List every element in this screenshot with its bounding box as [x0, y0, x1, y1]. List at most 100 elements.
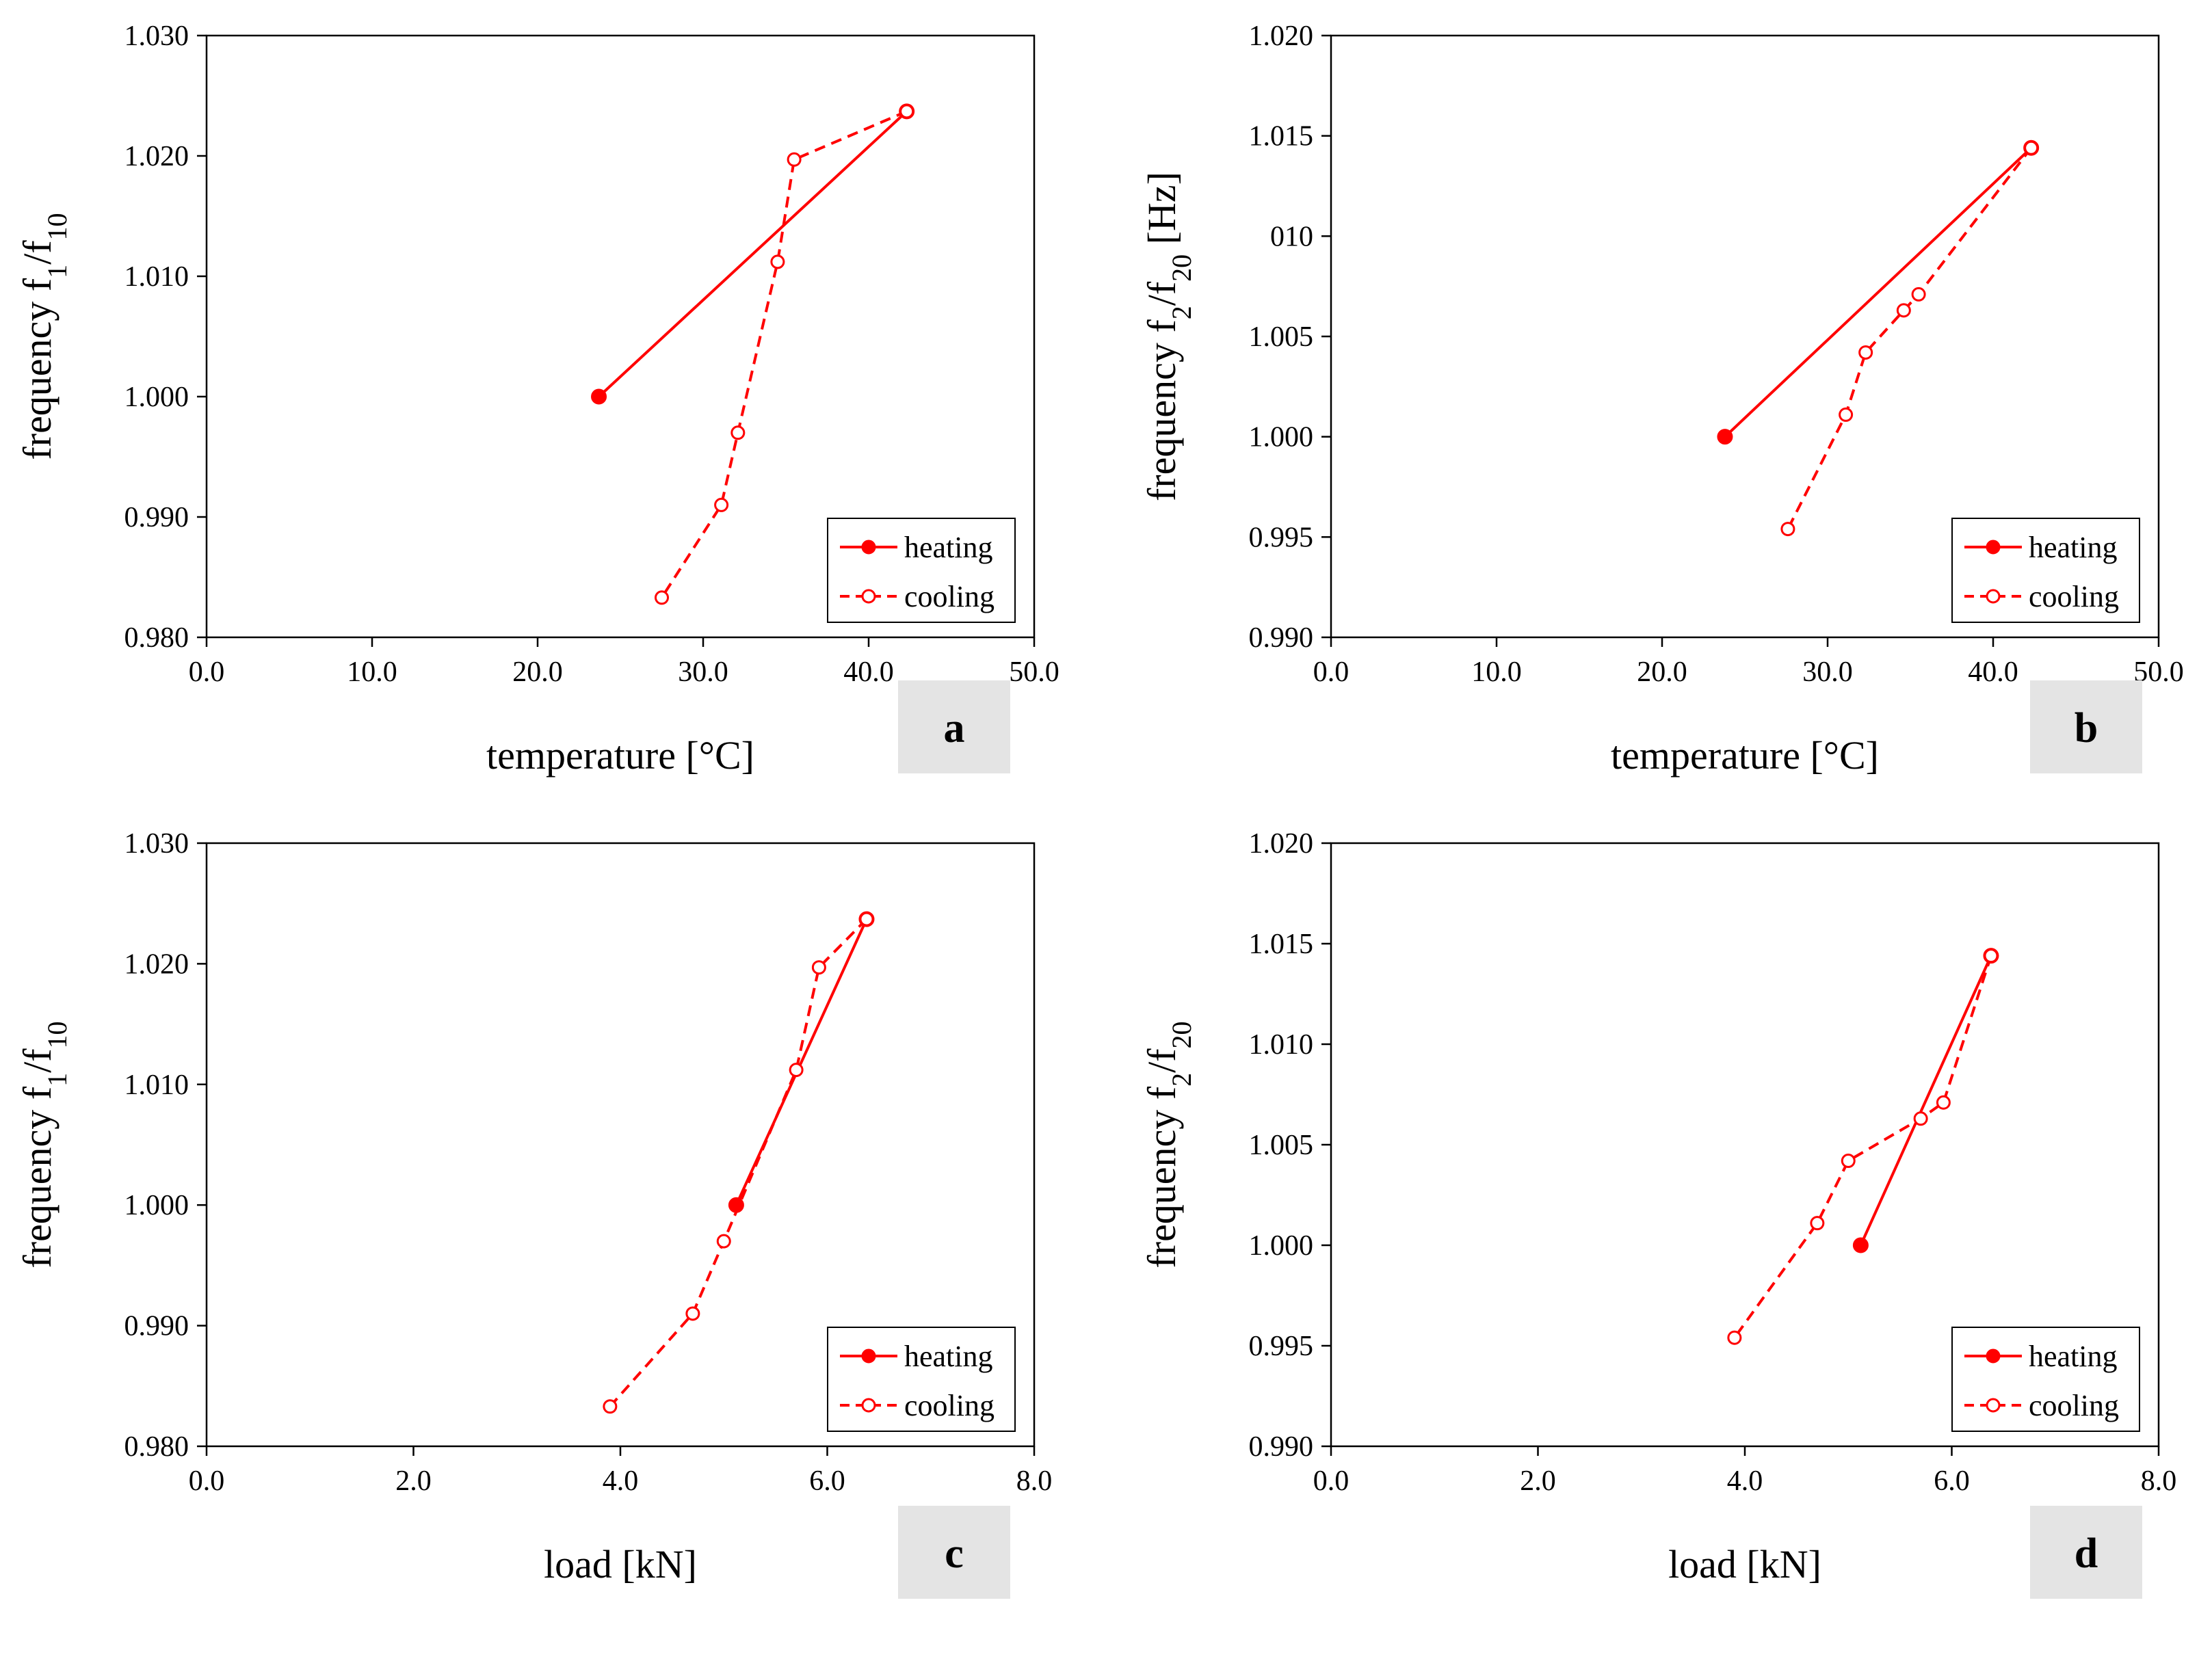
data-point-heating	[591, 388, 607, 405]
y-tick-label: 1.000	[1249, 422, 1314, 453]
legend: heating cooling	[827, 518, 1016, 623]
y-tick-label: 1.030	[124, 21, 189, 52]
data-point-cooling	[1936, 1095, 1951, 1110]
legend-box	[1951, 1327, 2140, 1432]
series-line-cooling	[609, 918, 868, 1408]
data-point-cooling	[655, 590, 669, 605]
y-axis-label: frequency f1/f10	[15, 1021, 73, 1268]
data-point-cooling	[730, 425, 746, 440]
data-point-cooling	[1727, 1330, 1742, 1345]
data-point-cooling	[1911, 287, 1926, 302]
x-tick-label: 8.0	[1016, 1465, 1053, 1497]
legend-marker-cooling	[1986, 589, 2001, 604]
panel-tag-box	[898, 1506, 1010, 1599]
x-tick-label: 2.0	[1520, 1465, 1556, 1497]
legend-marker-heating	[1986, 1348, 2001, 1364]
y-axis-label-subscript: 1	[42, 265, 73, 278]
y-axis-label-subscript: 20	[1166, 1021, 1197, 1048]
x-tick-label: 10.0	[1471, 656, 1522, 688]
data-point-cooling	[811, 960, 826, 975]
legend-marker-heating	[861, 1348, 876, 1364]
y-tick-label: 1.015	[1249, 929, 1314, 960]
y-axis-label-subscript: 1	[42, 1073, 73, 1087]
x-tick-label: 0.0	[189, 1465, 225, 1497]
legend: heating cooling	[1951, 1327, 2140, 1432]
x-axis-label: load [kN]	[544, 1542, 697, 1586]
legend-label-cooling: cooling	[2029, 1389, 2119, 1422]
x-tick-label: 30.0	[678, 656, 728, 688]
x-tick-label: 0.0	[1313, 1465, 1349, 1497]
x-tick-label: 0.0	[1313, 656, 1349, 688]
data-point-cooling	[716, 1234, 731, 1249]
legend-label-cooling: cooling	[2029, 580, 2119, 613]
data-point-cooling	[899, 104, 914, 119]
x-tick-label: 40.0	[1968, 656, 2018, 688]
y-axis-label-subscript: 20	[1166, 254, 1197, 282]
y-tick-label: 1.020	[124, 948, 189, 980]
legend-marker-cooling	[861, 589, 876, 604]
data-point-cooling	[770, 254, 785, 269]
x-tick-label: 2.0	[395, 1465, 432, 1497]
data-point-cooling	[1896, 303, 1911, 318]
chart-panel-d: 0.0 2.0 4.0 6.0 8.0 0.990 0.995 1.000 1.005 1.010…	[1140, 828, 2176, 1599]
x-tick-label: 4.0	[1727, 1465, 1763, 1497]
y-axis-label-part: frequency f	[15, 278, 60, 460]
y-axis-label-part: /f	[1140, 281, 1184, 306]
y-tick-label: 1.005	[1249, 1130, 1314, 1161]
data-point-cooling	[789, 1063, 804, 1078]
chart-panel-c: 0.0 2.0 4.0 6.0 8.0 0.980 0.990 1.000 1.010 1.020…	[15, 828, 1052, 1599]
y-axis-label-part: frequency f	[1140, 1086, 1184, 1268]
x-tick-label: 4.0	[603, 1465, 639, 1497]
data-point-cooling	[1810, 1216, 1825, 1231]
y-tick-label: 1.015	[1249, 121, 1314, 152]
legend: heating cooling	[827, 1327, 1016, 1432]
legend-label-cooling: cooling	[904, 1389, 995, 1422]
data-point-cooling	[787, 152, 802, 167]
x-axis-label: temperature [°C]	[1611, 733, 1879, 778]
y-axis-label-part: /f	[15, 240, 60, 265]
data-point-heating	[1852, 1237, 1869, 1253]
data-point-cooling	[1913, 1111, 1928, 1126]
y-axis-label-subscript: 2	[1166, 306, 1197, 319]
legend-marker-heating	[861, 540, 876, 555]
y-tick-label: 1.010	[124, 1069, 189, 1101]
legend-box	[827, 518, 1016, 623]
y-axis-label-subscript: 10	[42, 1021, 73, 1048]
data-point-heating	[1717, 429, 1733, 445]
y-tick-label: 1.020	[1249, 21, 1314, 52]
series-line-heating	[1724, 146, 2033, 438]
y-tick-label: 010	[1270, 221, 1313, 252]
y-axis-label-part: frequency f	[1140, 319, 1184, 501]
y-tick-label: 0.990	[1249, 622, 1314, 654]
panel-tag-box	[2030, 1506, 2142, 1599]
data-point-cooling	[1841, 1154, 1856, 1169]
x-axis-label: temperature [°C]	[486, 733, 754, 778]
panel-tag-label: b	[2075, 705, 2098, 752]
x-tick-label: 50.0	[1009, 656, 1059, 688]
y-axis-label: frequency f2/f20	[1140, 1021, 1197, 1268]
y-axis-label: frequency f2/f20 [Hz]	[1140, 172, 1197, 501]
legend-label-heating: heating	[904, 531, 993, 564]
legend-box	[1951, 518, 2140, 623]
legend: heating cooling	[1951, 518, 2140, 623]
y-tick-label: 1.030	[124, 828, 189, 860]
series-line-heating	[598, 110, 908, 398]
data-point-cooling	[1984, 948, 1999, 964]
y-axis-label-subscript: 10	[42, 213, 73, 240]
y-tick-label: 1.020	[1249, 828, 1314, 860]
y-tick-label: 1.000	[124, 382, 189, 413]
data-point-cooling	[603, 1399, 618, 1414]
legend-box	[827, 1327, 1016, 1432]
y-tick-label: 1.010	[1249, 1029, 1314, 1061]
y-axis-label-part: /f	[1140, 1048, 1184, 1073]
y-tick-label: 0.980	[124, 1431, 189, 1463]
x-axis-label: load [kN]	[1668, 1542, 1821, 1586]
y-tick-label: 1.005	[1249, 321, 1314, 353]
legend-marker-cooling	[861, 1398, 876, 1413]
data-point-cooling	[714, 497, 729, 512]
panel-tag-label: d	[2075, 1530, 2098, 1577]
series-line-cooling	[1733, 955, 1992, 1339]
panel-tag-label: a	[944, 705, 965, 752]
